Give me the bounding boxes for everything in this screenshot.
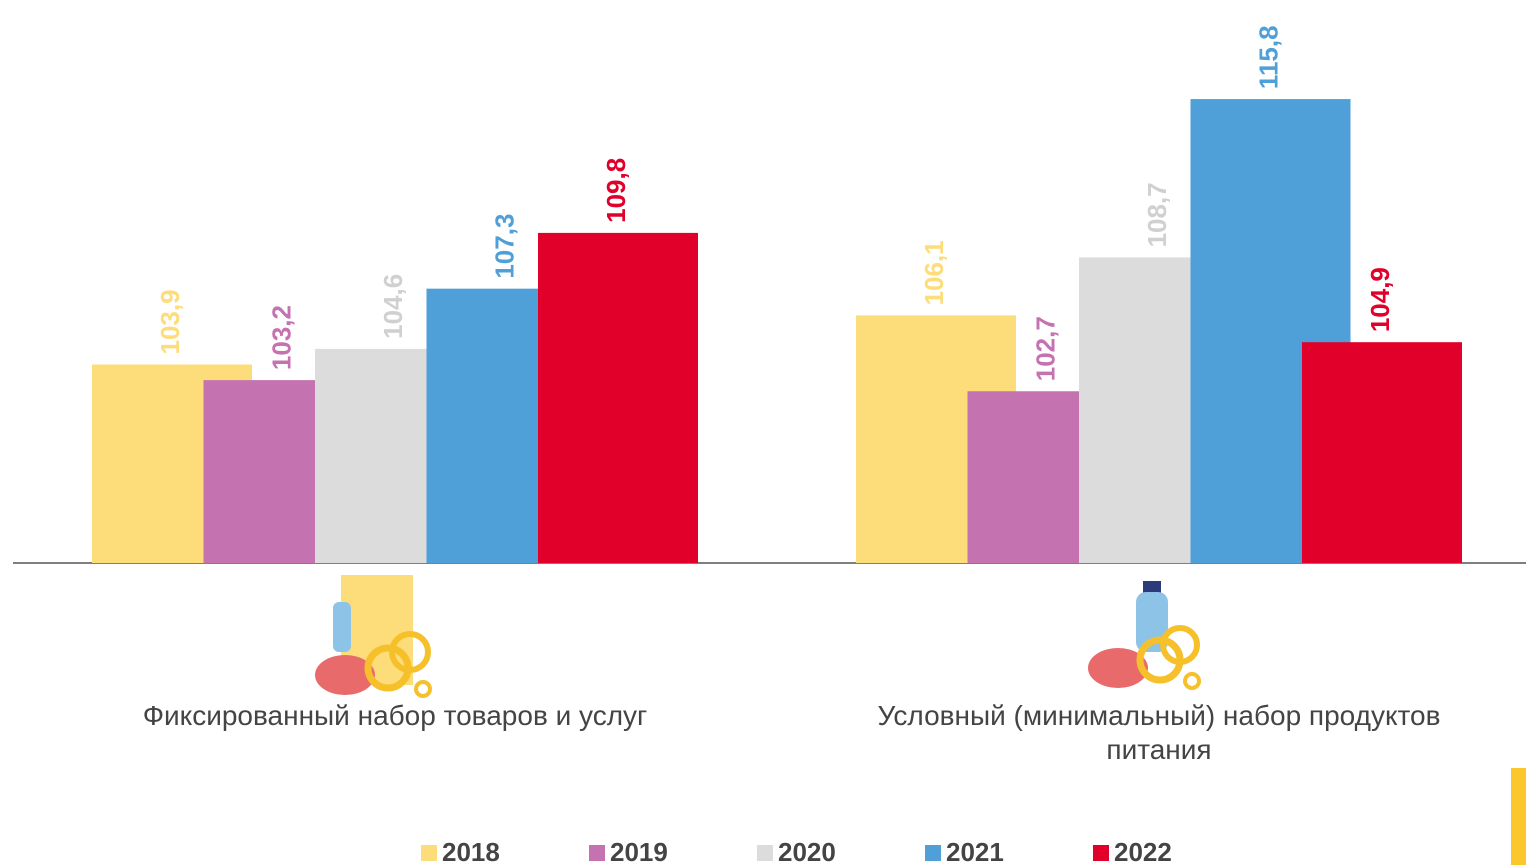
legend-swatch [925, 845, 941, 861]
category-label: Фиксированный набор товаров и услуг [142, 700, 648, 731]
bar [538, 232, 698, 564]
value-label: 102,7 [1030, 316, 1060, 381]
legend-label: 2022 [1114, 837, 1172, 865]
icon [315, 575, 432, 698]
value-label: 106,1 [919, 240, 949, 305]
value-label: 108,7 [1142, 182, 1172, 247]
legend-swatch [757, 845, 773, 861]
legend-label: 2020 [778, 837, 836, 865]
value-label: 107,3 [489, 214, 519, 279]
bar [1302, 342, 1462, 563]
legend-label: 2021 [946, 837, 1004, 865]
legend-label: 2018 [442, 837, 500, 865]
value-label: 104,9 [1365, 267, 1395, 332]
value-label: 115,8 [1253, 25, 1283, 89]
icon [1088, 581, 1201, 690]
value-label: 109,8 [601, 158, 631, 223]
value-label: 103,2 [266, 305, 296, 370]
value-label: 104,6 [378, 274, 408, 339]
category-label: Условный (минимальный) набор продуктов п… [877, 700, 1441, 765]
decor [1511, 768, 1526, 865]
value-label: 103,9 [155, 289, 185, 354]
legend-swatch [589, 845, 605, 861]
legend-swatch [1093, 845, 1109, 861]
legend-swatch [421, 845, 437, 861]
legend-label: 2019 [610, 837, 668, 865]
